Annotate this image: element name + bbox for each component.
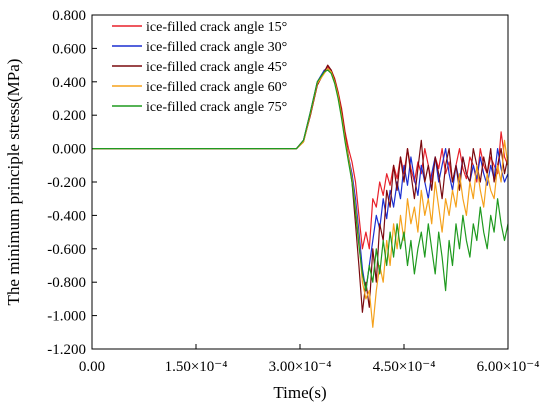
y-tick-label: 0.600 bbox=[52, 41, 86, 57]
x-tick-label: 6.00×10⁻⁴ bbox=[477, 359, 540, 375]
y-tick-label: -1.200 bbox=[47, 342, 86, 358]
x-axis-title: Time(s) bbox=[273, 383, 326, 402]
legend-label-4: ice-filled crack angle 60° bbox=[146, 80, 287, 95]
y-tick-label: 0.400 bbox=[52, 75, 86, 91]
x-tick-label: 4.50×10⁻⁴ bbox=[373, 359, 436, 375]
y-tick-label: -1.000 bbox=[47, 309, 86, 325]
x-tick-label: 0.00 bbox=[79, 359, 105, 375]
x-axis-ticks: 0.00 1.50×10⁻⁴ 3.00×10⁻⁴ 4.50×10⁻⁴ 6.00×10⁻⁴ bbox=[79, 344, 540, 375]
y-tick-label: 0.200 bbox=[52, 108, 86, 124]
y-tick-label: -0.200 bbox=[47, 175, 86, 191]
series-lines bbox=[92, 64, 509, 328]
x-tick-label: 3.00×10⁻⁴ bbox=[269, 359, 332, 375]
y-tick-label: -0.600 bbox=[47, 242, 86, 258]
legend: ice-filled crack angle 15° ice-filled cra… bbox=[112, 20, 287, 115]
y-tick-label: -0.800 bbox=[47, 275, 86, 291]
series-line-5 bbox=[92, 69, 509, 292]
y-axis-ticks: 0.800 0.600 0.400 0.200 0.000 -0.200 -0.400 -0.… bbox=[47, 8, 97, 358]
legend-label-5: ice-filled crack angle 75° bbox=[146, 100, 287, 115]
plot-area-frame bbox=[91, 14, 509, 350]
legend-label-2: ice-filled crack angle 30° bbox=[146, 40, 287, 55]
legend-label-1: ice-filled crack angle 15° bbox=[146, 20, 287, 35]
y-tick-label: -0.400 bbox=[47, 208, 86, 224]
y-axis-title: The minimum principle stress(MPa) bbox=[4, 59, 23, 306]
x-tick-label: 1.50×10⁻⁴ bbox=[165, 359, 228, 375]
legend-label-3: ice-filled crack angle 45° bbox=[146, 60, 287, 75]
y-tick-label: 0.800 bbox=[52, 8, 86, 24]
y-tick-label: 0.000 bbox=[52, 142, 86, 158]
